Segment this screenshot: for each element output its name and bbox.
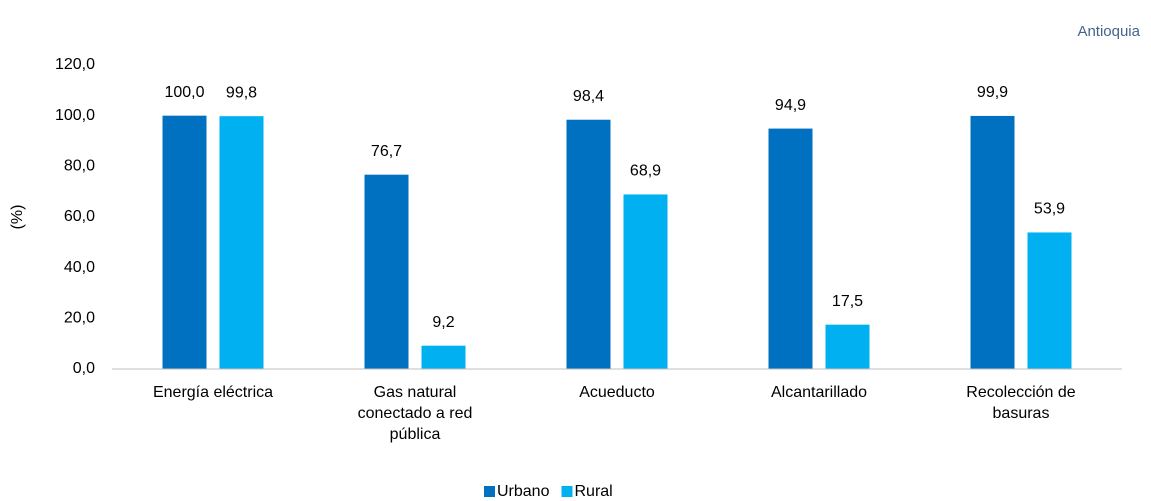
value-label: 99,9 [977, 84, 1008, 101]
bar [421, 345, 466, 369]
y-tick-label: 20,0 [64, 310, 95, 327]
y-tick-label: 80,0 [64, 158, 95, 175]
legend-label: Urbano [497, 483, 550, 500]
bar [364, 174, 409, 369]
x-tick-label: Acueducto [579, 384, 655, 401]
y-tick-label: 40,0 [64, 259, 95, 276]
value-label: 99,8 [226, 84, 257, 101]
annotation: Antioquia [1077, 23, 1140, 40]
bar [970, 115, 1015, 369]
bar [768, 128, 813, 369]
y-tick-label: 120,0 [55, 56, 95, 73]
y-tick-label: 60,0 [64, 208, 95, 225]
bar [566, 119, 611, 369]
value-label: 17,5 [832, 293, 863, 310]
bar [623, 194, 668, 369]
y-tick-label: 0,0 [73, 360, 95, 377]
value-label: 100,0 [164, 84, 204, 101]
value-label: 98,4 [573, 88, 604, 105]
y-tick-label: 100,0 [55, 107, 95, 124]
value-label: 53,9 [1034, 201, 1065, 218]
y-axis-label: (%) [9, 205, 26, 230]
bar [162, 115, 207, 370]
x-tick-label: Recolección de basuras [966, 384, 1076, 422]
legend-label: Rural [574, 483, 612, 500]
value-label: 94,9 [775, 97, 806, 114]
value-label: 68,9 [630, 163, 661, 180]
x-tick-label: Energía eléctrica [153, 384, 273, 401]
x-tick-label: Alcantarillado [771, 384, 867, 401]
bar [219, 116, 264, 369]
legend-swatch [484, 486, 495, 497]
value-label: 76,7 [371, 143, 402, 160]
bar [1027, 232, 1072, 369]
value-label: 9,2 [432, 314, 454, 331]
x-tick-label: Gas natural conectado a red pública [358, 384, 473, 443]
bar [825, 324, 870, 369]
legend-swatch [561, 486, 573, 497]
